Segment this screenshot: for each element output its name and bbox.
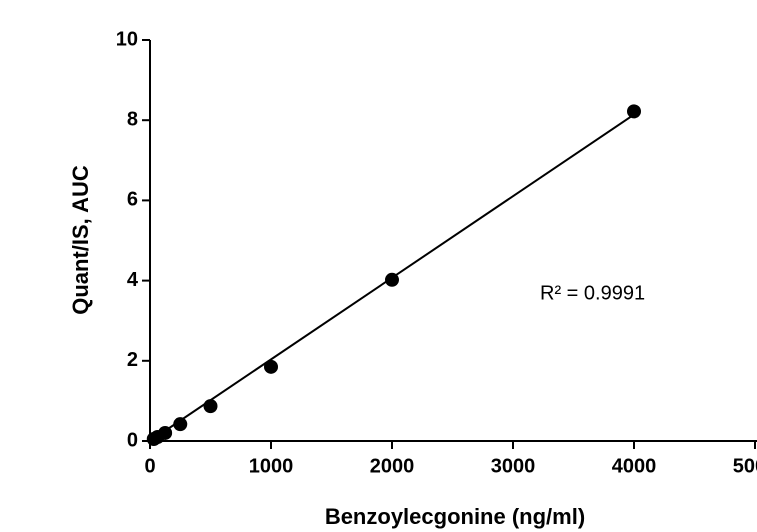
data-point <box>203 399 218 414</box>
y-tick-label: 10 <box>116 28 138 50</box>
x-tick-label: 1000 <box>249 455 294 477</box>
x-tick-label: 4000 <box>612 455 657 477</box>
x-axis-label: Benzoylecgonine (ng/ml) <box>325 504 585 529</box>
y-tick-label: 6 <box>127 189 138 211</box>
data-point <box>173 417 188 432</box>
x-tick-label: 3000 <box>491 455 536 477</box>
data-point <box>264 359 278 374</box>
y-tick-label: 0 <box>127 429 138 451</box>
y-tick-label: 4 <box>127 269 139 291</box>
data-point <box>385 272 399 287</box>
y-tick-label: 2 <box>127 349 138 371</box>
annotation: R² = 0.9991 <box>540 282 645 304</box>
x-tick-label: 5000 <box>733 455 757 477</box>
x-tick-label: 0 <box>144 455 155 477</box>
x-tick-label: 2000 <box>370 455 415 477</box>
y-tick-label: 8 <box>127 108 138 130</box>
data-point <box>158 425 173 440</box>
data-point <box>627 104 641 119</box>
y-axis-label: Quant/IS, AUC <box>68 165 93 315</box>
